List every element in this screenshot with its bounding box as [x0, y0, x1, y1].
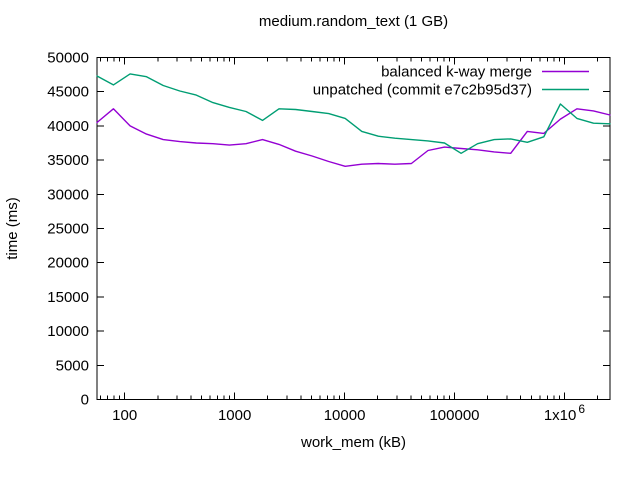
series-line — [96, 73, 611, 155]
y-tick-label: 25000 — [47, 221, 89, 238]
x-axis-label: work_mem (kB) — [300, 434, 406, 451]
plot-border — [96, 57, 611, 400]
y-tick-label: 20000 — [47, 255, 89, 272]
series-line — [96, 108, 611, 168]
y-tick-label: 30000 — [47, 186, 89, 203]
y-tick-label: 0 — [81, 392, 89, 409]
legend-label: unpatched (commit e7c2b95d37) — [313, 82, 532, 99]
legend-label: balanced k-way merge — [381, 64, 532, 81]
x-tick-label: 100 — [112, 407, 137, 424]
y-tick-label: 5000 — [56, 357, 89, 374]
chart-title: medium.random_text (1 GB) — [259, 13, 448, 30]
y-tick-label: 15000 — [47, 289, 89, 306]
x-tick-label: 1000 — [218, 407, 251, 424]
y-tick-label: 40000 — [47, 118, 89, 135]
y-axis-label: time (ms) — [4, 197, 21, 260]
y-tick-label: 45000 — [47, 84, 89, 101]
y-tick-label: 10000 — [47, 323, 89, 340]
x-tick-label: 1x10 6 — [544, 402, 586, 424]
y-tick-label: 50000 — [47, 50, 89, 67]
x-tick-label: 100000 — [429, 407, 479, 424]
y-tick-label: 35000 — [47, 152, 89, 169]
x-tick-label: 10000 — [324, 407, 366, 424]
